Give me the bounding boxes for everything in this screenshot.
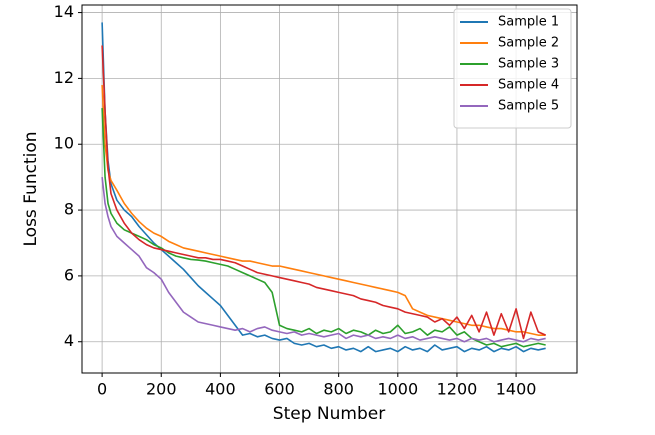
legend-label: Sample 2: [498, 36, 559, 51]
line-series: [101, 22, 546, 353]
x-tick-label: 200: [146, 380, 177, 399]
y-tick-label: 10: [54, 134, 74, 153]
plot-frame: [81, 4, 578, 374]
y-axis-label: Loss Function: [21, 132, 41, 247]
y-tick-label: 14: [54, 2, 74, 21]
y-tick-label: 4: [64, 331, 74, 350]
legend: Sample 1 Sample 2 Sample 3 Sample 4 Sample 5: [453, 8, 572, 129]
x-tick-label: 400: [205, 380, 236, 399]
legend-label: Sample 1: [498, 15, 559, 30]
legend-label: Sample 4: [498, 78, 559, 93]
line-series: [101, 177, 546, 343]
y-tick-label: 8: [64, 200, 74, 219]
y-tick-label: 12: [54, 68, 74, 87]
x-axis-label: Step Number: [273, 404, 385, 424]
x-tick-label: 1000: [377, 380, 418, 399]
line-series: [101, 107, 546, 348]
legend-label: Sample 5: [498, 99, 559, 114]
line-series: [101, 45, 546, 340]
x-tick-label: 800: [323, 380, 354, 399]
legend-box: [453, 8, 572, 129]
line-series: [101, 84, 546, 336]
y-tick-label: 6: [64, 265, 74, 284]
x-tick-label: 1200: [437, 380, 478, 399]
x-tick-label: 600: [264, 380, 295, 399]
x-tick-label: 0: [97, 380, 107, 399]
x-tick-label: 1400: [496, 380, 537, 399]
legend-label: Sample 3: [498, 57, 559, 72]
